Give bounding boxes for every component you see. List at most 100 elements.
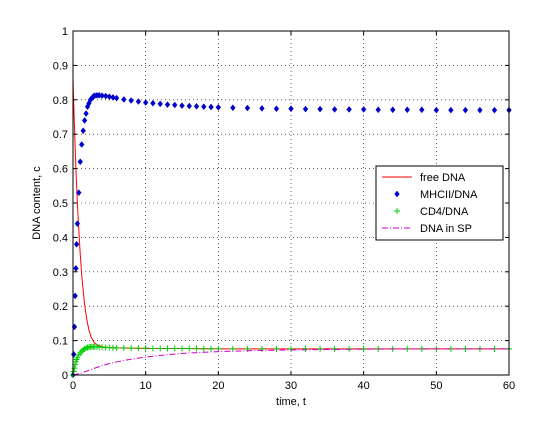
- x-tick-label: 60: [503, 380, 515, 392]
- y-tick-label: 0: [62, 370, 68, 382]
- series-3: [72, 348, 509, 376]
- data-point: [70, 368, 77, 375]
- y-tick-label: 0.2: [53, 301, 68, 313]
- data-point: [193, 102, 200, 110]
- y-tick-label: 0.8: [53, 95, 68, 107]
- data-point: [80, 127, 86, 135]
- data-point: [331, 106, 338, 113]
- data-point: [200, 345, 207, 352]
- data-point: [164, 101, 171, 109]
- data-point: [201, 103, 207, 111]
- data-point: [186, 102, 192, 110]
- data-point: [215, 103, 222, 111]
- data-point: [78, 141, 85, 148]
- data-point: [288, 345, 294, 352]
- x-tick-label: 0: [70, 380, 76, 392]
- legend-label: DNA in SP: [420, 223, 472, 235]
- data-point: [462, 106, 469, 114]
- data-point: [433, 106, 440, 114]
- y-tick-label: 0.3: [53, 267, 68, 279]
- x-tick-label: 30: [285, 380, 297, 392]
- x-tick-label: 10: [140, 380, 152, 392]
- data-point: [302, 345, 309, 352]
- y-tick-label: 1: [62, 26, 68, 38]
- legend-label: MHCII/DNA: [420, 189, 478, 201]
- x-tick-label: 20: [212, 380, 224, 392]
- data-point: [302, 105, 309, 113]
- data-point: [244, 104, 251, 112]
- series-1: [70, 91, 512, 379]
- data-point: [477, 106, 483, 114]
- data-point: [106, 93, 113, 101]
- data-point: [99, 92, 105, 100]
- data-point: [404, 106, 410, 114]
- y-tick-label: 0.6: [53, 164, 68, 176]
- data-point: [102, 92, 109, 100]
- data-point: [186, 345, 193, 352]
- data-point: [76, 189, 82, 197]
- y-tick-label: 0.4: [53, 232, 68, 244]
- legend: free DNA MHCII/DNA CD4/DNA DNA in SP: [375, 165, 504, 241]
- data-point: [128, 345, 135, 352]
- data-point: [73, 264, 79, 272]
- data-point: [273, 105, 280, 113]
- y-tick-label: 0.9: [53, 60, 68, 72]
- data-point: [135, 98, 142, 105]
- data-point: [164, 345, 171, 352]
- data-point: [149, 345, 156, 352]
- data-point: [273, 345, 280, 352]
- data-point: [360, 106, 367, 113]
- axis-ticks: 0 10 20 30 40 50 60 0 0.1 0.2 0.3 0.4 0.5 0.6 0.7 0.8 0.…: [53, 26, 515, 392]
- data-point: [81, 117, 88, 124]
- y-tick-label: 0.7: [53, 129, 68, 141]
- data-point: [74, 220, 81, 228]
- data-point: [331, 345, 338, 352]
- data-point: [121, 96, 127, 103]
- x-tick-label: 50: [430, 380, 442, 392]
- data-point: [215, 345, 222, 352]
- data-point: [259, 104, 265, 112]
- data-point: [135, 345, 142, 352]
- data-point: [208, 103, 214, 111]
- data-point: [157, 345, 164, 352]
- data-point: [71, 365, 78, 372]
- data-point: [448, 106, 454, 114]
- data-point: [208, 345, 215, 352]
- data-point: [113, 94, 120, 102]
- legend-label: free DNA: [420, 172, 466, 184]
- series-layer: [70, 79, 512, 379]
- data-point: [128, 97, 134, 104]
- data-point: [120, 344, 127, 351]
- data-point: [179, 345, 185, 352]
- data-point: [179, 102, 185, 110]
- data-point: [83, 110, 89, 117]
- data-point: [73, 240, 80, 248]
- data-point: [157, 100, 163, 108]
- x-tick-label: 40: [358, 380, 370, 392]
- data-point: [172, 101, 178, 109]
- data-point: [419, 106, 425, 114]
- data-point: [171, 345, 178, 352]
- data-point: [375, 106, 381, 114]
- data-point: [142, 345, 149, 352]
- series-line: [72, 348, 509, 376]
- data-point: [230, 104, 236, 112]
- data-point: [113, 344, 120, 351]
- data-point: [72, 292, 78, 300]
- data-point: [317, 105, 323, 113]
- y-axis-label: DNA content, c: [31, 166, 43, 240]
- data-point: [77, 158, 83, 166]
- y-tick-label: 0.5: [53, 198, 68, 210]
- data-point: [74, 354, 81, 361]
- data-point: [150, 99, 156, 107]
- data-point: [71, 350, 77, 358]
- data-point: [317, 345, 324, 352]
- data-point: [81, 345, 88, 352]
- data-point: [142, 99, 149, 106]
- y-tick-label: 0.1: [53, 336, 68, 348]
- data-point: [491, 106, 498, 114]
- x-axis-label: time, t: [276, 396, 306, 408]
- legend-swatch: [394, 190, 400, 198]
